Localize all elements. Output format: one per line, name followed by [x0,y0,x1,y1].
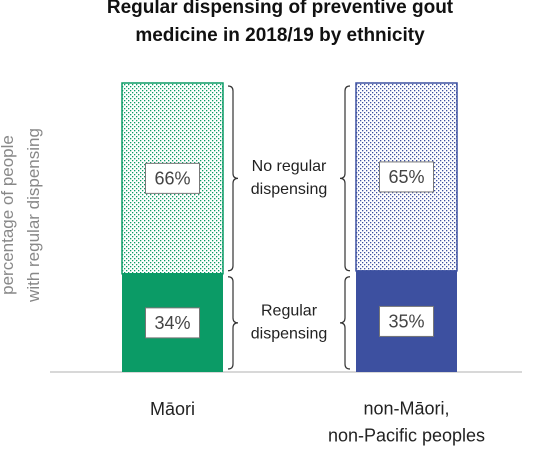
brace [227,85,239,272]
value-label-box [379,161,434,193]
chart-title: Regular dispensing of preventive gout med… [107,0,454,46]
brace [339,276,351,370]
value-label-box [145,162,200,194]
value-label: 66% [154,168,190,188]
x-tick-label: non-Māori, non-Pacific peoples [328,398,485,445]
value-label: 65% [388,167,424,187]
brace [227,276,239,370]
value-label: 35% [388,311,424,331]
value-label-box [145,307,200,339]
brace [339,85,351,272]
annotation: No regular dispensing [251,158,328,198]
value-label-box [379,305,434,337]
annotation: Regular dispensing [251,303,328,343]
x-tick-label: Māori [150,399,195,419]
value-label: 34% [154,313,190,333]
y-axis-label: percentage of people with regular dispens… [0,128,43,303]
